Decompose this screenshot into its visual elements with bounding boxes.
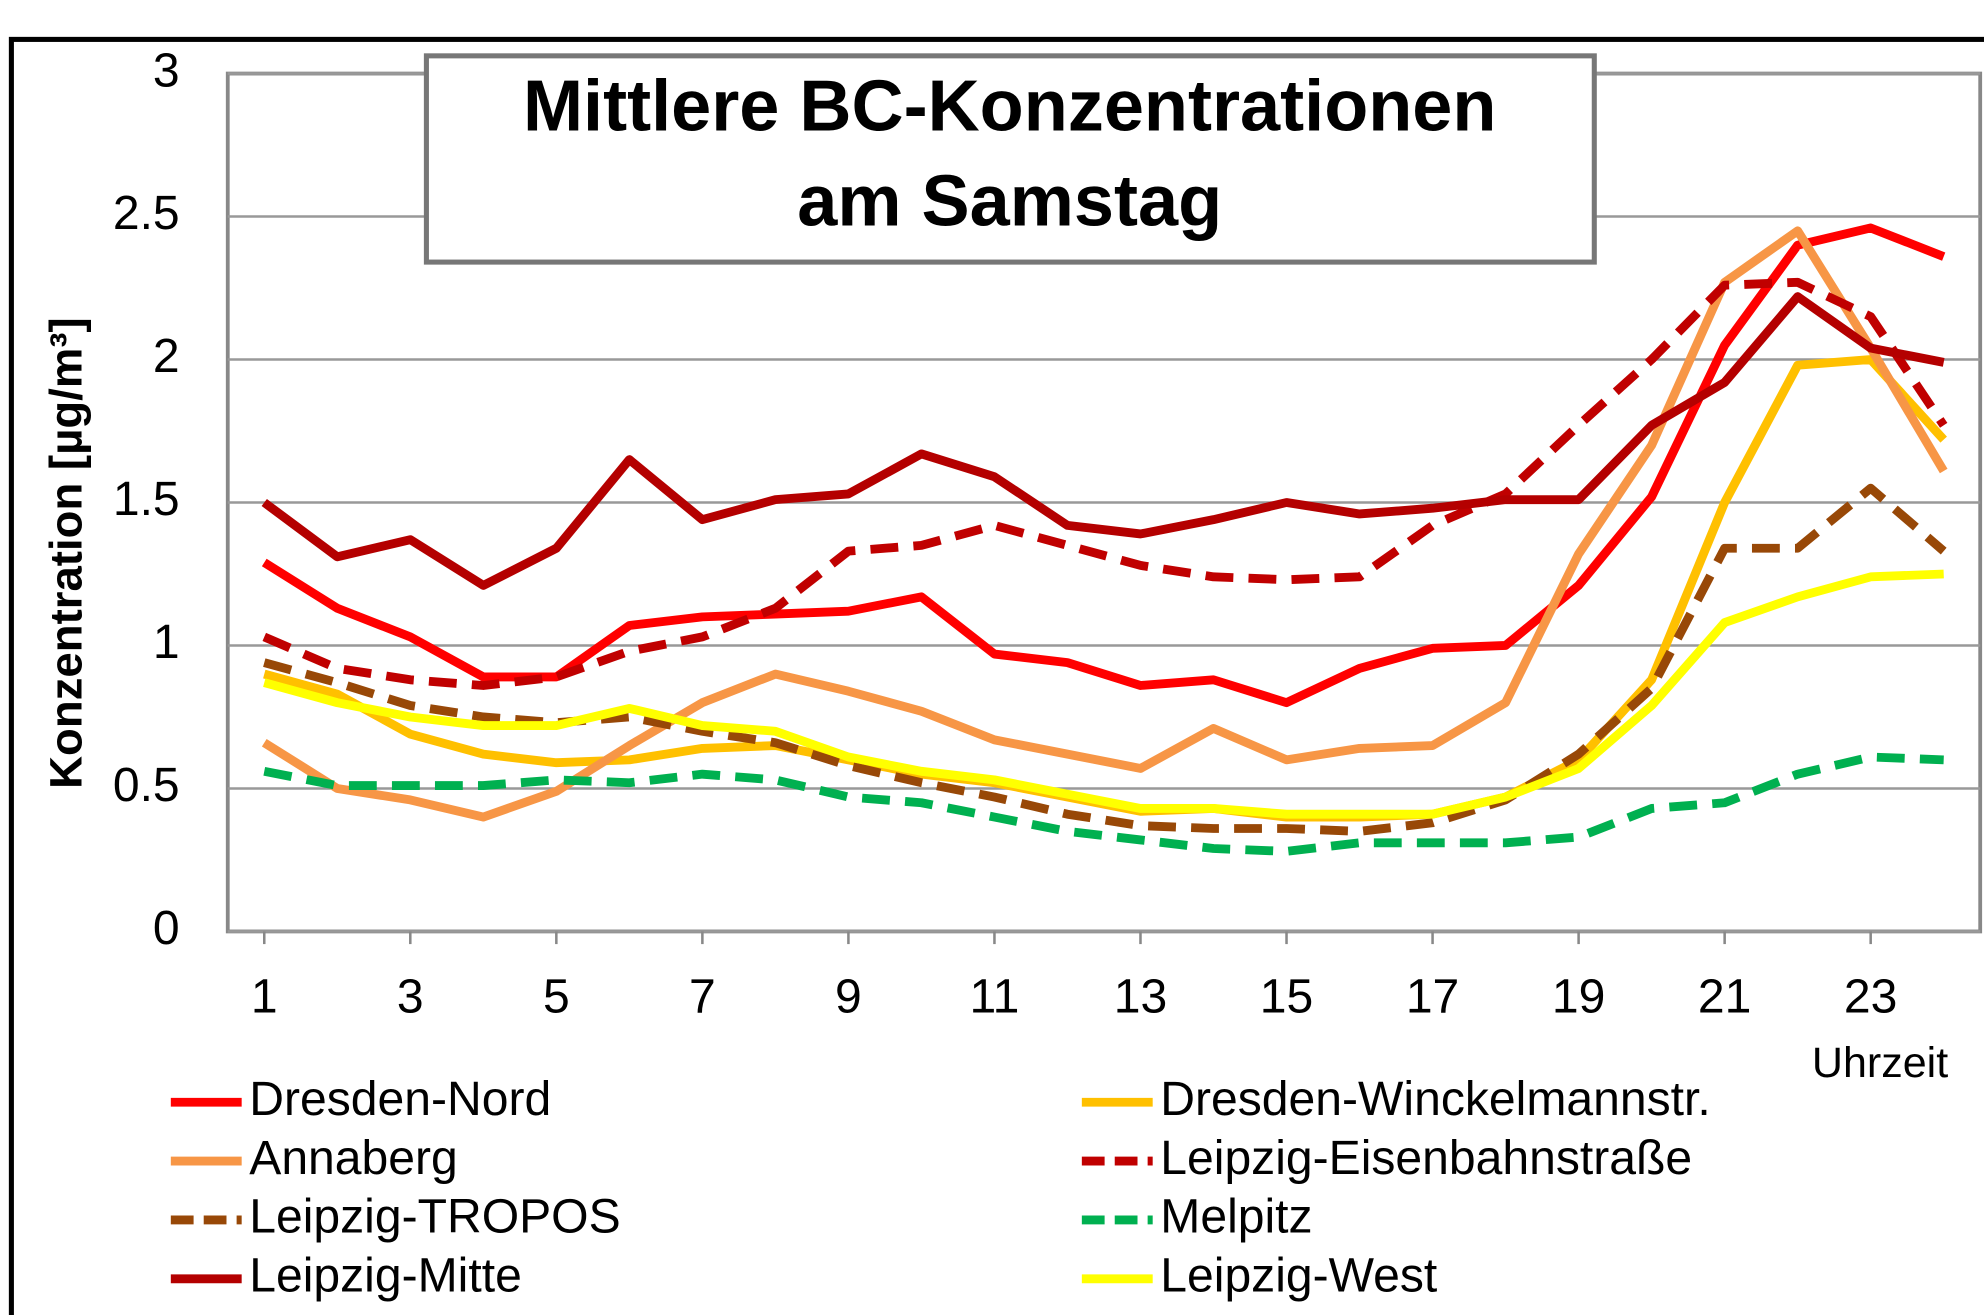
y-tick-label: 3 bbox=[153, 43, 180, 97]
y-tick-label: 0 bbox=[153, 901, 180, 955]
series-line bbox=[261, 223, 1946, 708]
chart-title: am Samstag bbox=[797, 161, 1222, 241]
legend-label: Leipzig-West bbox=[1160, 1248, 1437, 1302]
y-axis-label: Konzentration [µg/m³] bbox=[41, 317, 92, 789]
y-tick-label: 1.5 bbox=[113, 472, 180, 526]
x-tick-label: 9 bbox=[835, 969, 862, 1023]
x-tick-label: 19 bbox=[1552, 969, 1605, 1023]
title-box bbox=[423, 53, 1597, 265]
series-line bbox=[262, 277, 1948, 690]
y-tick-label: 1 bbox=[153, 615, 180, 669]
x-tick-label: 11 bbox=[969, 969, 1019, 1023]
x-tick-label: 7 bbox=[689, 969, 716, 1023]
x-tick-label: 1 bbox=[251, 969, 278, 1023]
outer-frame bbox=[8, 36, 1984, 1315]
legend-label: Leipzig-TROPOS bbox=[249, 1190, 620, 1244]
legend-label: Dresden-Nord bbox=[249, 1072, 551, 1126]
x-tick-label: 21 bbox=[1698, 969, 1751, 1023]
lines bbox=[261, 223, 1948, 856]
series-line bbox=[261, 292, 1945, 590]
y-tick-label: 2 bbox=[153, 329, 180, 383]
x-tick-label: 13 bbox=[1114, 969, 1167, 1023]
x-tick-label: 5 bbox=[543, 969, 570, 1023]
series-line bbox=[263, 569, 1944, 819]
series-line bbox=[263, 483, 1947, 836]
chart-title: Mittlere BC-Konzentrationen bbox=[523, 67, 1496, 147]
legend-label: Leipzig-Eisenbahnstraße bbox=[1160, 1131, 1692, 1185]
x-tick-label: 23 bbox=[1844, 969, 1897, 1023]
series-line bbox=[263, 752, 1944, 856]
legend-label: Leipzig-Mitte bbox=[249, 1248, 522, 1302]
x-axis-label: Uhrzeit bbox=[1812, 1039, 1948, 1087]
x-tick-label: 3 bbox=[397, 969, 424, 1023]
legend-label: Melpitz bbox=[1160, 1190, 1312, 1244]
y-tick-label: 0.5 bbox=[113, 758, 180, 812]
legend-label: Annaberg bbox=[249, 1131, 458, 1185]
x-tick-label: 15 bbox=[1260, 969, 1313, 1023]
legend-label: Dresden-Winckelmannstr. bbox=[1160, 1072, 1710, 1126]
y-tick-label: 2.5 bbox=[113, 186, 180, 240]
x-tick-label: 17 bbox=[1406, 969, 1459, 1023]
